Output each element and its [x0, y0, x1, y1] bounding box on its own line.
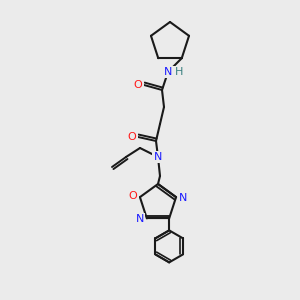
Text: N: N: [136, 214, 144, 224]
Text: O: O: [129, 191, 137, 201]
Text: O: O: [134, 80, 142, 90]
Text: N: N: [154, 152, 162, 162]
Text: O: O: [128, 132, 136, 142]
Text: N: N: [179, 193, 187, 203]
Text: N: N: [164, 67, 172, 77]
Text: H: H: [175, 67, 183, 77]
